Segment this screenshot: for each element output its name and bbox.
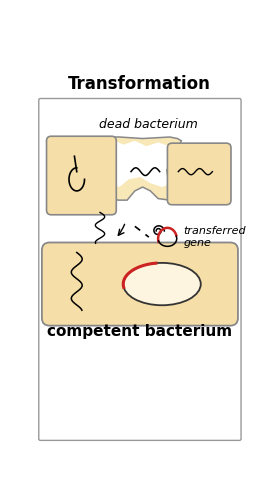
Ellipse shape — [123, 263, 201, 305]
Text: dead bacterium: dead bacterium — [99, 118, 198, 131]
Polygon shape — [110, 141, 176, 187]
Text: Transformation: Transformation — [68, 76, 211, 94]
Text: competent bacterium: competent bacterium — [47, 324, 232, 339]
Polygon shape — [104, 137, 181, 200]
FancyBboxPatch shape — [42, 242, 238, 326]
Text: transferred
gene: transferred gene — [184, 226, 246, 248]
Polygon shape — [107, 142, 180, 192]
FancyBboxPatch shape — [167, 143, 231, 205]
FancyBboxPatch shape — [46, 136, 116, 215]
